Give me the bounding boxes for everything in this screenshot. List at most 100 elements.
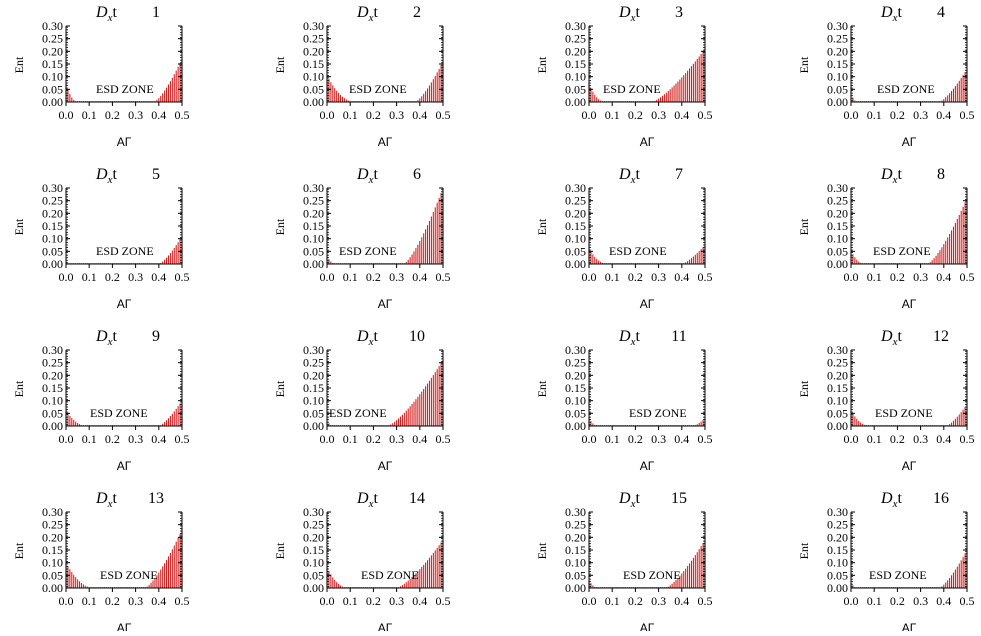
y-tick-label: 0.05	[42, 406, 63, 420]
x-tick-label: 0.0	[844, 270, 859, 284]
title-symbol: D	[880, 490, 893, 507]
title-suffix: t	[373, 166, 378, 183]
y-axis-label: Ent	[273, 218, 287, 235]
y-tick-label: 0.05	[303, 568, 324, 582]
y-tick-label: 0.00	[827, 581, 848, 595]
x-tick-label: 0.5	[698, 108, 713, 122]
x-tick-label: 0.1	[343, 108, 358, 122]
x-tick-label: 0.1	[343, 432, 358, 446]
panel-12: 0.000.050.100.150.200.250.30 0.0 0.1 0.2 0.3…	[797, 328, 975, 473]
x-tick-label: 0.5	[436, 108, 451, 122]
title-subscript: x	[892, 174, 898, 186]
panel-number: 14	[409, 490, 425, 507]
x-tick-label: 0.2	[890, 432, 905, 446]
y-tick-label: 0.25	[42, 32, 63, 46]
x-tick-label: 0.4	[936, 270, 951, 284]
title-subscript: x	[630, 12, 636, 24]
esd-zone-label: ESD ZONE	[623, 568, 681, 582]
x-tick-label: 0.4	[936, 594, 951, 608]
y-tick-label: 0.30	[827, 343, 848, 357]
esd-zone-label: ESD ZONE	[96, 82, 154, 96]
x-tick-label: 0.1	[82, 432, 97, 446]
y-axis-label: Ent	[535, 380, 549, 397]
esd-zone-label: ESD ZONE	[339, 244, 397, 258]
y-tick-label: 0.10	[565, 70, 586, 84]
x-tick-label: 0.0	[320, 270, 335, 284]
title-subscript: x	[892, 12, 898, 24]
y-tick-label: 0.05	[827, 568, 848, 582]
y-tick-label: 0.10	[42, 232, 63, 246]
y-tick-label: 0.15	[42, 219, 63, 233]
panel-1: 0.000.050.100.150.200.250.30 0.0 0.1 0.2 0.3…	[12, 4, 190, 149]
y-tick-label: 0.00	[42, 419, 63, 433]
y-tick-label: 0.10	[827, 70, 848, 84]
x-tick-label: 0.1	[867, 594, 882, 608]
y-tick-label: 0.20	[565, 206, 586, 220]
x-axis-label: AΓ	[117, 621, 132, 631]
title-subscript: x	[630, 498, 636, 510]
x-tick-label: 0.5	[698, 594, 713, 608]
x-tick-label: 0.2	[105, 594, 120, 608]
title-suffix: t	[897, 166, 902, 183]
x-tick-label: 0.5	[175, 432, 190, 446]
y-tick-label: 0.20	[827, 368, 848, 382]
title-suffix: t	[112, 4, 117, 21]
x-tick-label: 0.3	[913, 108, 928, 122]
x-tick-label: 0.5	[698, 270, 713, 284]
x-tick-label: 0.0	[844, 594, 859, 608]
x-axis-label: AΓ	[902, 135, 917, 149]
x-tick-label: 0.1	[867, 108, 882, 122]
x-tick-label: 0.4	[412, 270, 427, 284]
y-axis-label: Ent	[535, 56, 549, 73]
y-tick-label: 0.10	[565, 232, 586, 246]
x-tick-label: 0.4	[674, 270, 689, 284]
title-symbol: D	[356, 490, 369, 507]
y-tick-label: 0.20	[827, 206, 848, 220]
y-tick-label: 0.20	[565, 530, 586, 544]
title-subscript: x	[368, 174, 374, 186]
x-tick-label: 0.5	[436, 594, 451, 608]
x-tick-label: 0.2	[105, 432, 120, 446]
x-tick-label: 0.3	[128, 432, 143, 446]
panel-16: 0.000.050.100.150.200.250.30 0.0 0.1 0.2 0.3…	[797, 490, 975, 635]
esd-zone-label: ESD ZONE	[100, 568, 158, 582]
y-tick-label: 0.05	[827, 82, 848, 96]
panel-15: 0.000.050.100.150.200.250.30 0.0 0.1 0.2 0.3…	[535, 490, 713, 635]
y-tick-label: 0.20	[827, 530, 848, 544]
title-suffix: t	[897, 4, 902, 21]
y-axis-label: Ent	[273, 56, 287, 73]
panel-number: 4	[937, 4, 945, 21]
title-suffix: t	[112, 328, 117, 345]
x-tick-label: 0.0	[320, 108, 335, 122]
x-tick-label: 0.2	[628, 432, 643, 446]
x-tick-label: 0.5	[175, 270, 190, 284]
title-symbol: D	[880, 4, 893, 21]
x-tick-label: 0.0	[582, 270, 597, 284]
x-tick-label: 0.4	[151, 108, 166, 122]
x-tick-label: 0.3	[128, 270, 143, 284]
x-axis-label: AΓ	[902, 297, 917, 311]
panel-10: 0.000.050.100.150.200.250.30 0.0 0.1 0.2 0.3…	[273, 328, 451, 473]
panel-number: 11	[671, 328, 686, 345]
panel-number: 7	[675, 166, 683, 183]
y-tick-label: 0.05	[565, 82, 586, 96]
y-axis-label: Ent	[797, 56, 811, 73]
y-tick-label: 0.00	[827, 419, 848, 433]
y-tick-label: 0.30	[42, 505, 63, 519]
x-tick-label: 0.5	[436, 270, 451, 284]
y-axis-label: Ent	[12, 380, 26, 397]
y-tick-label: 0.15	[42, 381, 63, 395]
title-symbol: D	[618, 4, 631, 21]
esd-zone-label: ESD ZONE	[361, 568, 419, 582]
y-tick-label: 0.15	[827, 57, 848, 71]
panel-7: 0.000.050.100.150.200.250.30 0.0 0.1 0.2 0.3…	[535, 166, 713, 311]
x-tick-label: 0.5	[698, 432, 713, 446]
x-tick-label: 0.3	[389, 270, 404, 284]
x-tick-label: 0.4	[412, 432, 427, 446]
panel-title: Dxt	[95, 166, 117, 186]
title-symbol: D	[880, 166, 893, 183]
y-tick-label: 0.25	[827, 194, 848, 208]
x-axis-label: AΓ	[640, 459, 655, 473]
x-tick-label: 0.4	[412, 594, 427, 608]
x-tick-label: 0.2	[890, 108, 905, 122]
